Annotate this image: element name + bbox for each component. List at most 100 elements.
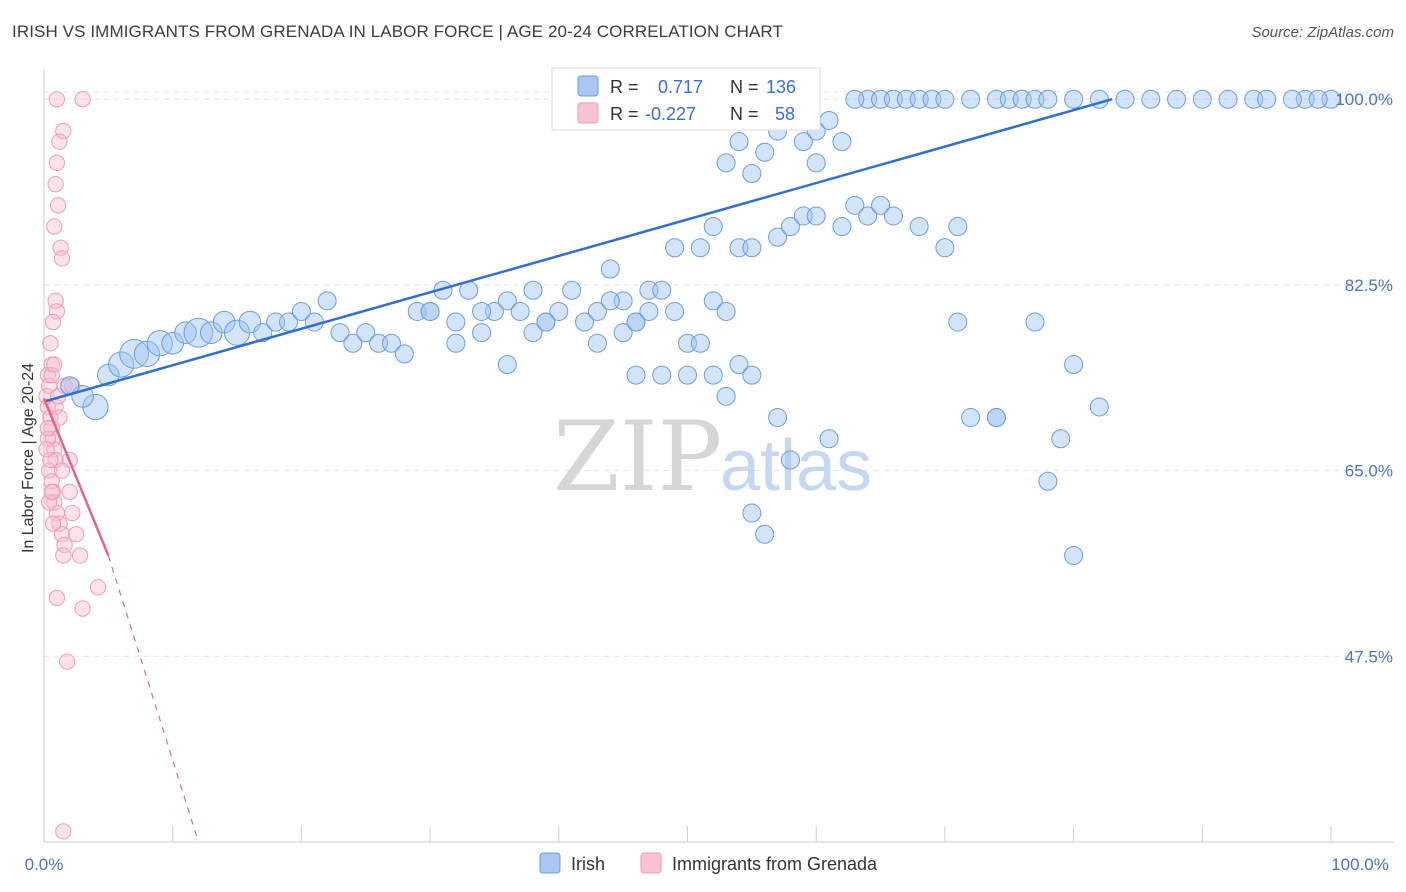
irish-point bbox=[845, 195, 865, 215]
irish-point bbox=[174, 321, 197, 344]
irish-point bbox=[845, 89, 865, 109]
irish-point bbox=[755, 142, 775, 162]
grenada-trend-extension bbox=[107, 555, 200, 843]
irish-point bbox=[871, 89, 891, 109]
legend-grenada-swatch bbox=[640, 852, 662, 874]
grenada-points bbox=[38, 91, 107, 840]
irish-point bbox=[690, 238, 710, 258]
grenada-point bbox=[44, 515, 62, 532]
y-axis-label: In Labor Force | Age 20-24 bbox=[20, 363, 37, 553]
irish-point bbox=[497, 291, 517, 311]
irish-r-value: 0.717 bbox=[658, 77, 703, 97]
irish-point bbox=[639, 280, 659, 300]
irish-point bbox=[703, 365, 723, 385]
irish-point bbox=[729, 132, 749, 152]
irish-point bbox=[1038, 89, 1058, 109]
irish-point bbox=[1038, 471, 1058, 491]
irish-point bbox=[678, 365, 697, 385]
grenada-point bbox=[53, 462, 71, 479]
grenada-point bbox=[89, 579, 107, 596]
grenada-point bbox=[55, 823, 72, 840]
irish-point bbox=[1025, 312, 1045, 332]
irish-point bbox=[587, 333, 607, 353]
irish-point bbox=[742, 503, 762, 523]
irish-point bbox=[819, 429, 839, 449]
grenada-point bbox=[48, 303, 66, 320]
grenada-point bbox=[53, 526, 71, 543]
irish-point bbox=[986, 408, 1006, 428]
grenada-point bbox=[51, 515, 68, 532]
grenada-r-value: -0.227 bbox=[645, 104, 696, 124]
irish-point bbox=[922, 89, 942, 109]
irish-point bbox=[108, 351, 135, 378]
irish-point bbox=[755, 524, 775, 544]
irish-point bbox=[871, 195, 891, 215]
grenada-point bbox=[46, 356, 63, 373]
irish-point bbox=[678, 333, 697, 353]
irish-point bbox=[369, 333, 389, 353]
irish-point bbox=[742, 365, 762, 385]
irish-point bbox=[317, 291, 337, 311]
irish-point bbox=[819, 110, 839, 130]
watermark-atlas: atlas bbox=[720, 426, 872, 506]
irish-point bbox=[279, 312, 299, 332]
irish-point bbox=[1051, 429, 1071, 449]
irish-point bbox=[1115, 89, 1135, 109]
irish-point bbox=[716, 153, 736, 173]
irish-point bbox=[1192, 89, 1212, 109]
grenada-point bbox=[50, 197, 67, 214]
irish-point bbox=[1282, 89, 1302, 109]
legend-irish-label: Irish bbox=[571, 854, 605, 874]
irish-point bbox=[652, 280, 672, 300]
irish-point bbox=[562, 280, 582, 300]
irish-point bbox=[729, 238, 749, 258]
grenada-point bbox=[68, 526, 85, 543]
irish-point bbox=[1064, 355, 1084, 374]
grenada-point bbox=[61, 483, 78, 500]
irish-point bbox=[832, 217, 852, 237]
irish-point bbox=[858, 206, 878, 226]
grenada-point bbox=[64, 504, 81, 522]
irish-trend-line bbox=[43, 98, 1113, 403]
irish-point bbox=[1025, 89, 1045, 109]
grenada-point bbox=[40, 494, 58, 511]
irish-point bbox=[266, 312, 286, 332]
grenada-point bbox=[43, 483, 60, 500]
grenada-point bbox=[46, 218, 63, 235]
irish-point bbox=[948, 312, 968, 332]
irish-point bbox=[896, 89, 916, 109]
legend-irish-swatch bbox=[539, 852, 561, 874]
grenada-point bbox=[55, 122, 72, 140]
irish-point bbox=[1012, 89, 1032, 109]
irish-point bbox=[613, 291, 633, 311]
irish-point bbox=[948, 217, 968, 237]
irish-point bbox=[446, 312, 466, 332]
irish-point bbox=[523, 280, 543, 300]
irish-points bbox=[60, 89, 1341, 565]
irish-point bbox=[999, 89, 1019, 109]
grenada-point bbox=[38, 441, 55, 458]
watermark: ZIP atlas bbox=[553, 401, 872, 513]
irish-point bbox=[1167, 89, 1187, 109]
irish-point bbox=[716, 301, 736, 321]
irish-point bbox=[536, 312, 556, 332]
grenada-n-value: 58 bbox=[775, 104, 795, 124]
irish-point bbox=[420, 301, 440, 321]
irish-point bbox=[935, 238, 955, 258]
irish-point bbox=[356, 323, 376, 343]
irish-point bbox=[703, 291, 723, 311]
irish-point bbox=[587, 301, 607, 321]
irish-point bbox=[909, 217, 929, 237]
grenada-point bbox=[42, 451, 59, 469]
irish-point bbox=[806, 206, 826, 226]
irish-point bbox=[832, 132, 852, 152]
irish-point bbox=[665, 301, 685, 321]
irish-point bbox=[291, 301, 311, 321]
irish-point bbox=[1064, 89, 1084, 109]
grenada-swatch bbox=[577, 102, 599, 124]
irish-point bbox=[780, 217, 800, 237]
irish-point bbox=[858, 89, 878, 109]
irish-point bbox=[626, 365, 646, 385]
irish-point bbox=[381, 333, 401, 353]
